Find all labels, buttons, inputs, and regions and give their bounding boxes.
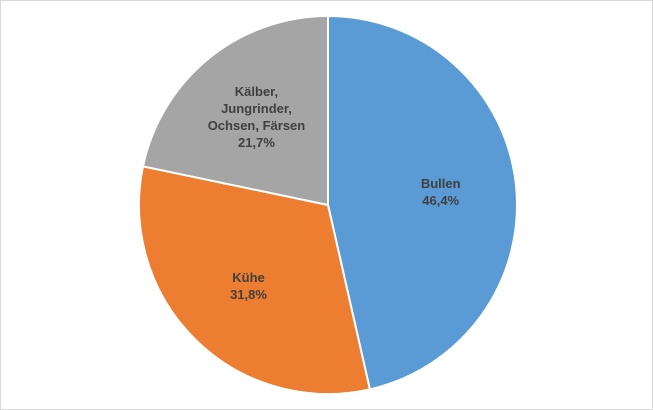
- slice-label: Bullen 46,4%: [383, 175, 499, 209]
- pie-slice: [138, 165, 372, 395]
- pie-slice: [327, 14, 518, 391]
- slice-label: Kälber, Jungrinder, Ochsen, Färsen 21,7%: [198, 83, 314, 151]
- pie-slice: [141, 14, 329, 207]
- value-label: 31,8%: [230, 286, 267, 302]
- value-label: 21,7%: [238, 134, 275, 150]
- category-label: Kühe: [232, 269, 265, 285]
- category-label: Bullen: [420, 176, 461, 192]
- value-label: 46,4%: [422, 193, 460, 209]
- category-label: Kälber, Jungrinder, Ochsen, Färsen: [207, 83, 306, 133]
- slice-label: Kühe 31,8%: [191, 269, 307, 303]
